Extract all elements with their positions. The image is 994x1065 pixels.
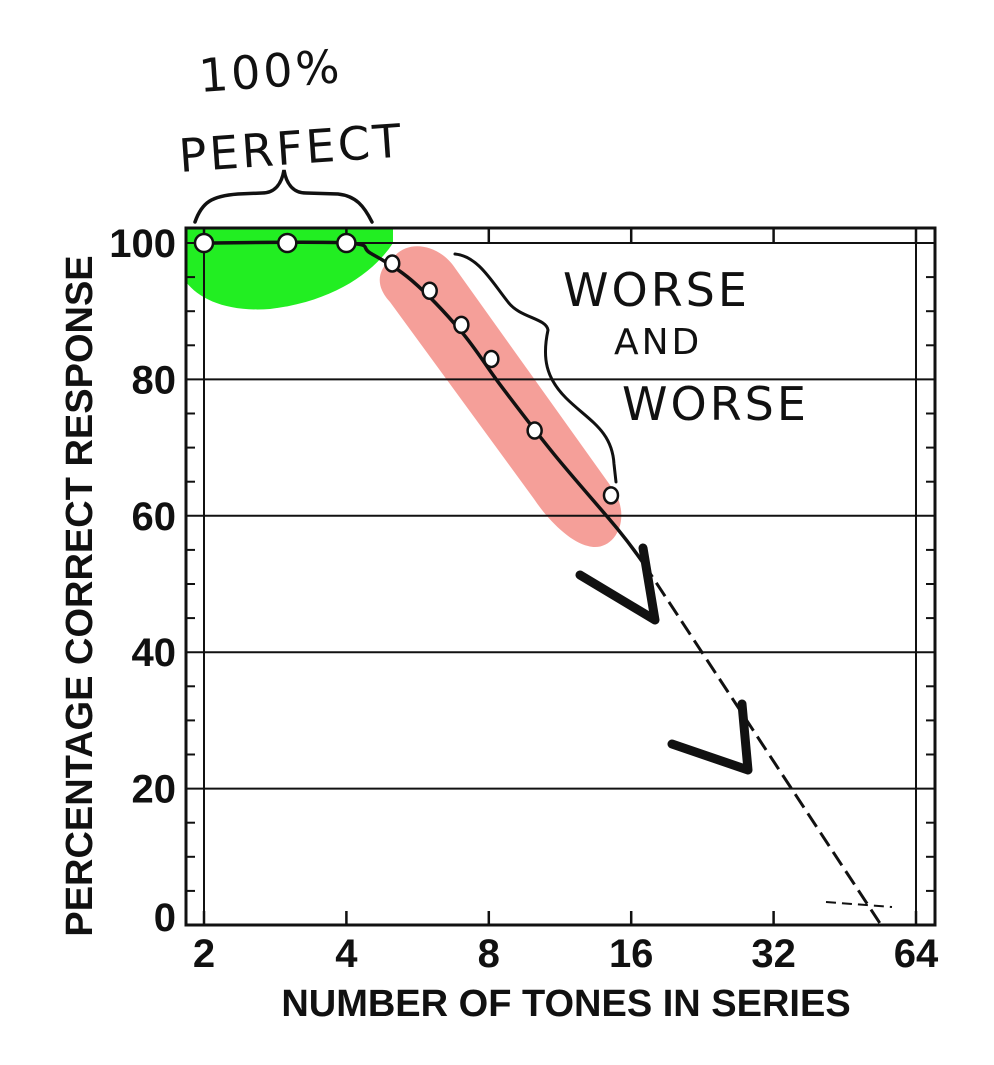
y-tick-label-0: 0 [154, 896, 176, 940]
y-tick-labels: 0 20 40 60 80 100 [109, 222, 176, 940]
worse-annotation-line2: AND [614, 322, 702, 363]
extrapolation-line [642, 562, 883, 926]
x-tick-label-4: 4 [335, 932, 358, 976]
perfect-annotation-line1: 100% [197, 39, 344, 103]
x-tick-labels: 2 4 8 16 32 64 [193, 932, 939, 976]
worse-annotation-line1: WORSE [563, 263, 750, 317]
zero-crossing-dash [825, 901, 893, 908]
minor-ticks [186, 276, 935, 892]
data-point-4 [383, 254, 401, 273]
y-tick-label-60: 60 [132, 495, 177, 539]
data-point-1 [193, 232, 215, 254]
grid-lines [186, 228, 935, 925]
worse-annotation-line3: WORSE [622, 377, 809, 431]
plot-frame [184, 226, 937, 927]
y-tick-label-80: 80 [132, 358, 177, 402]
x-tick-label-8: 8 [478, 932, 500, 976]
data-point-9 [602, 486, 620, 505]
x-tick-label-2: 2 [193, 932, 215, 976]
data-point-5 [421, 281, 438, 300]
data-point-7 [483, 349, 500, 369]
perfect-annotation-line2: PERFECT [177, 113, 406, 183]
y-tick-label-40: 40 [132, 631, 177, 675]
x-tick-label-64: 64 [894, 932, 939, 976]
worse-region-highlight [379, 246, 622, 548]
data-point-6 [453, 315, 470, 335]
y-tick-label-20: 20 [132, 768, 177, 812]
worse-brace [453, 252, 618, 484]
x-tick-label-16: 16 [609, 932, 654, 976]
data-points [193, 232, 620, 505]
x-tick-label-32: 32 [751, 932, 796, 976]
x-axis-title: NUMBER OF TONES IN SERIES [281, 983, 850, 1025]
arrow-head-2 [667, 699, 753, 775]
y-tick-label-100: 100 [109, 222, 176, 266]
data-point-8 [526, 421, 543, 440]
perfect-brace [193, 169, 374, 224]
data-point-2 [277, 232, 298, 254]
arrow-head-1 [575, 543, 660, 625]
y-axis-title: PERCENTAGE CORRECT RESPONSE [59, 255, 101, 936]
data-point-3 [336, 232, 357, 254]
